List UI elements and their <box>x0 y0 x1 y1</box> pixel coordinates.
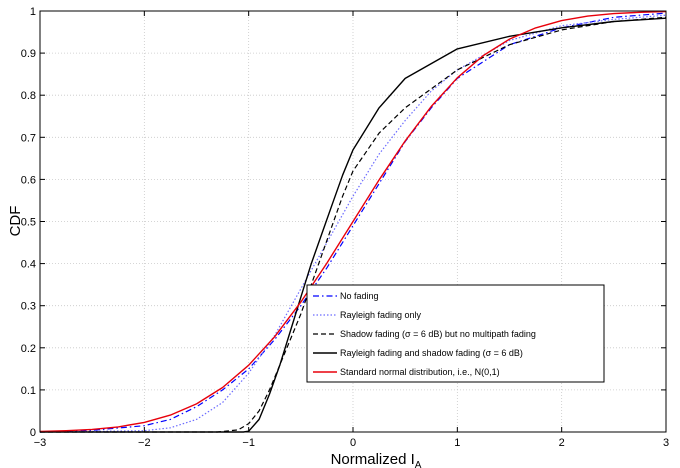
legend: No fading Rayleigh fading only Shadow fadi… <box>306 284 605 383</box>
series-lines <box>39 10 667 433</box>
y-axis-label: CDF <box>7 206 24 237</box>
y-tick-label: 1 <box>30 6 36 18</box>
series-line-5 <box>39 10 667 433</box>
y-tick-label: 0.6 <box>21 174 36 186</box>
legend-box <box>306 284 605 383</box>
series-line-4 <box>40 17 667 433</box>
y-tick-label: 0 <box>30 427 36 439</box>
x-axis-label-subscript: A <box>415 460 422 468</box>
x-tick-label: 3 <box>663 437 669 449</box>
legend-label: No fading <box>340 291 379 301</box>
legend-label: Shadow fading (σ = 6 dB) but no multipat… <box>340 329 536 339</box>
series-line-2 <box>39 14 667 433</box>
legend-label: Rayleigh fading and shadow fading (σ = 6… <box>340 348 523 358</box>
x-tick-label: 1 <box>454 437 460 449</box>
legend-label: Rayleigh fading only <box>340 310 422 320</box>
x-tick-label: 0 <box>350 437 356 449</box>
y-tick-label: 0.8 <box>21 90 36 102</box>
axis-ticks: −3 −2 −1 0 1 2 3 0 0.1 0.2 0.3 0.4 0.5 0.6 0.7 0.8 0.9 1 <box>21 6 669 449</box>
y-tick-label: 0.5 <box>21 217 36 229</box>
legend-label: Standard normal distribution, i.e., N(0,… <box>340 367 500 377</box>
y-tick-label: 0.3 <box>21 301 36 313</box>
y-tick-label: 0.2 <box>21 343 36 355</box>
x-tick-label: −1 <box>242 437 255 449</box>
series-line-3 <box>40 16 667 433</box>
x-axis-label-main: Normalized I <box>331 451 415 468</box>
series-line-1 <box>39 12 667 433</box>
y-tick-label: 0.9 <box>21 48 36 60</box>
x-tick-label: 2 <box>559 437 565 449</box>
y-tick-label: 0.7 <box>21 132 36 144</box>
x-tick-label: −2 <box>138 437 151 449</box>
y-tick-label: 0.1 <box>21 385 36 397</box>
x-tick-label: −3 <box>34 437 47 449</box>
y-tick-label: 0.4 <box>21 259 36 271</box>
x-axis-label: Normalized IA <box>331 451 422 468</box>
